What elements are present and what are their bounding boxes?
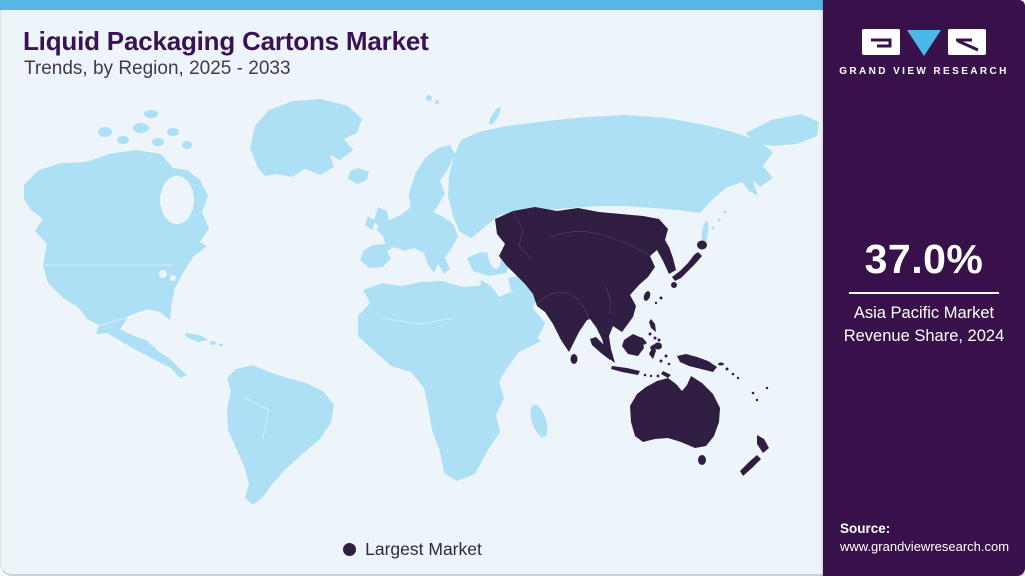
island-arctic: [182, 141, 192, 149]
map-panel: Liquid Packaging Cartons Market Trends, …: [0, 10, 823, 576]
island-luzon: [649, 319, 656, 332]
source-url: www.grandviewresearch.com: [840, 539, 1010, 554]
stat-value: 37.0%: [864, 236, 984, 282]
island-tasmania: [698, 455, 706, 465]
island-arctic: [98, 127, 112, 137]
island-arctic: [144, 110, 158, 118]
island-lesser-sunda: [649, 374, 653, 378]
island-cuba: [185, 333, 208, 342]
island-novaya-zemlya: [489, 107, 501, 125]
world-map-landmasses: [24, 95, 819, 505]
island-hokkaido: [697, 240, 707, 250]
island-visayas: [657, 338, 661, 342]
island-ireland: [365, 216, 376, 230]
island-lesser-sunda: [643, 373, 647, 377]
stat-label: Asia Pacific Market Revenue Share, 2024: [823, 302, 1025, 348]
island-new-guinea: [677, 354, 717, 372]
source-block: Source: www.grandviewresearch.com: [840, 521, 1009, 554]
legend-label: Largest Market: [365, 539, 482, 559]
island-moluccas: [659, 359, 663, 363]
region-arabia: [497, 292, 545, 342]
island-arctic: [133, 123, 149, 133]
island-madagascar: [530, 404, 548, 438]
region-northeast-siberia: [746, 114, 819, 146]
island-sakhalin: [701, 221, 709, 245]
island-visayas: [653, 336, 657, 340]
island-kuril: [717, 218, 721, 222]
island-sulawesi: [649, 344, 656, 359]
island-fiji: [765, 386, 769, 390]
brand-logo: GRAND VIEW RESEARCH: [823, 28, 1025, 77]
largest-market-dot-icon: [343, 543, 357, 556]
country-borders-dark: [512, 210, 652, 319]
continent-europe: [360, 208, 458, 274]
island-lesser-sunda: [656, 374, 660, 378]
island-kyushu: [671, 282, 677, 288]
island-solomon: [725, 367, 729, 371]
continent-africa: [358, 281, 541, 481]
continent-south-america: [227, 365, 334, 505]
island-sri-lanka: [570, 354, 578, 364]
island-okinawa: [654, 301, 658, 305]
island-fiji: [755, 398, 759, 402]
country-borders-light: [45, 264, 454, 439]
market-share-stat: 37.0% Asia Pacific Market Revenue Share,…: [823, 236, 1025, 348]
island-kuril: [723, 210, 727, 214]
island-borneo: [622, 334, 644, 356]
water-bodies: [159, 176, 501, 281]
black-sea: [464, 239, 482, 249]
stat-label-line1: Asia Pacific Market: [853, 304, 995, 322]
gvr-logo-icon: [862, 29, 986, 56]
stat-divider: [849, 292, 999, 294]
island-iceland: [348, 168, 369, 184]
island-okinawa: [659, 296, 663, 300]
legend: Largest Market: [1, 539, 824, 560]
source-label: Source:: [840, 521, 891, 536]
hudson-bay: [160, 176, 194, 224]
island-greenland: [250, 99, 362, 177]
region-australia: [630, 376, 720, 448]
island-arctic: [117, 136, 129, 144]
island-hispaniola: [210, 341, 216, 345]
island-honshu: [672, 252, 702, 281]
region-asia-mainland: [495, 207, 676, 363]
brand-name: GRAND VIEW RESEARCH: [839, 66, 1009, 77]
region-scandinavia: [409, 145, 455, 219]
island-svalbard: [435, 100, 439, 104]
great-lake: [170, 275, 176, 281]
island-vanuatu: [751, 391, 755, 395]
island-moluccas: [664, 354, 668, 358]
island-java: [611, 366, 640, 375]
island-svalbard: [426, 95, 432, 101]
sidebar: GRAND VIEW RESEARCH 37.0% Asia Pacific M…: [823, 0, 1025, 576]
island-arctic: [152, 138, 164, 146]
island-moluccas: [667, 362, 671, 366]
island-timor: [661, 371, 671, 378]
great-lake: [159, 270, 167, 278]
island-new-zealand-north: [757, 435, 769, 453]
region-russia: [448, 115, 773, 238]
island-kuril: [711, 226, 715, 230]
island-hainan: [626, 306, 632, 312]
island-new-zealand-south: [740, 455, 761, 476]
island-caribbean: [219, 343, 223, 347]
island-visayas: [648, 332, 652, 336]
island-solomon: [731, 372, 735, 376]
top-accent-bar: [0, 0, 823, 10]
caspian-sea: [487, 243, 501, 269]
page-subtitle: Trends, by Region, 2025 - 2033: [24, 58, 291, 79]
island-solomon: [736, 376, 740, 380]
region-asia-pacific-highlight: [495, 207, 769, 476]
island-taiwan: [643, 291, 651, 301]
island-new-britain: [718, 362, 724, 366]
island-sumatra: [590, 337, 613, 360]
island-mindanao: [654, 342, 662, 350]
world-map: [1, 88, 824, 528]
page-title: Liquid Packaging Cartons Market: [23, 26, 429, 56]
stat-label-line2: Revenue Share, 2024: [843, 326, 1005, 345]
island-arctic: [167, 128, 179, 136]
